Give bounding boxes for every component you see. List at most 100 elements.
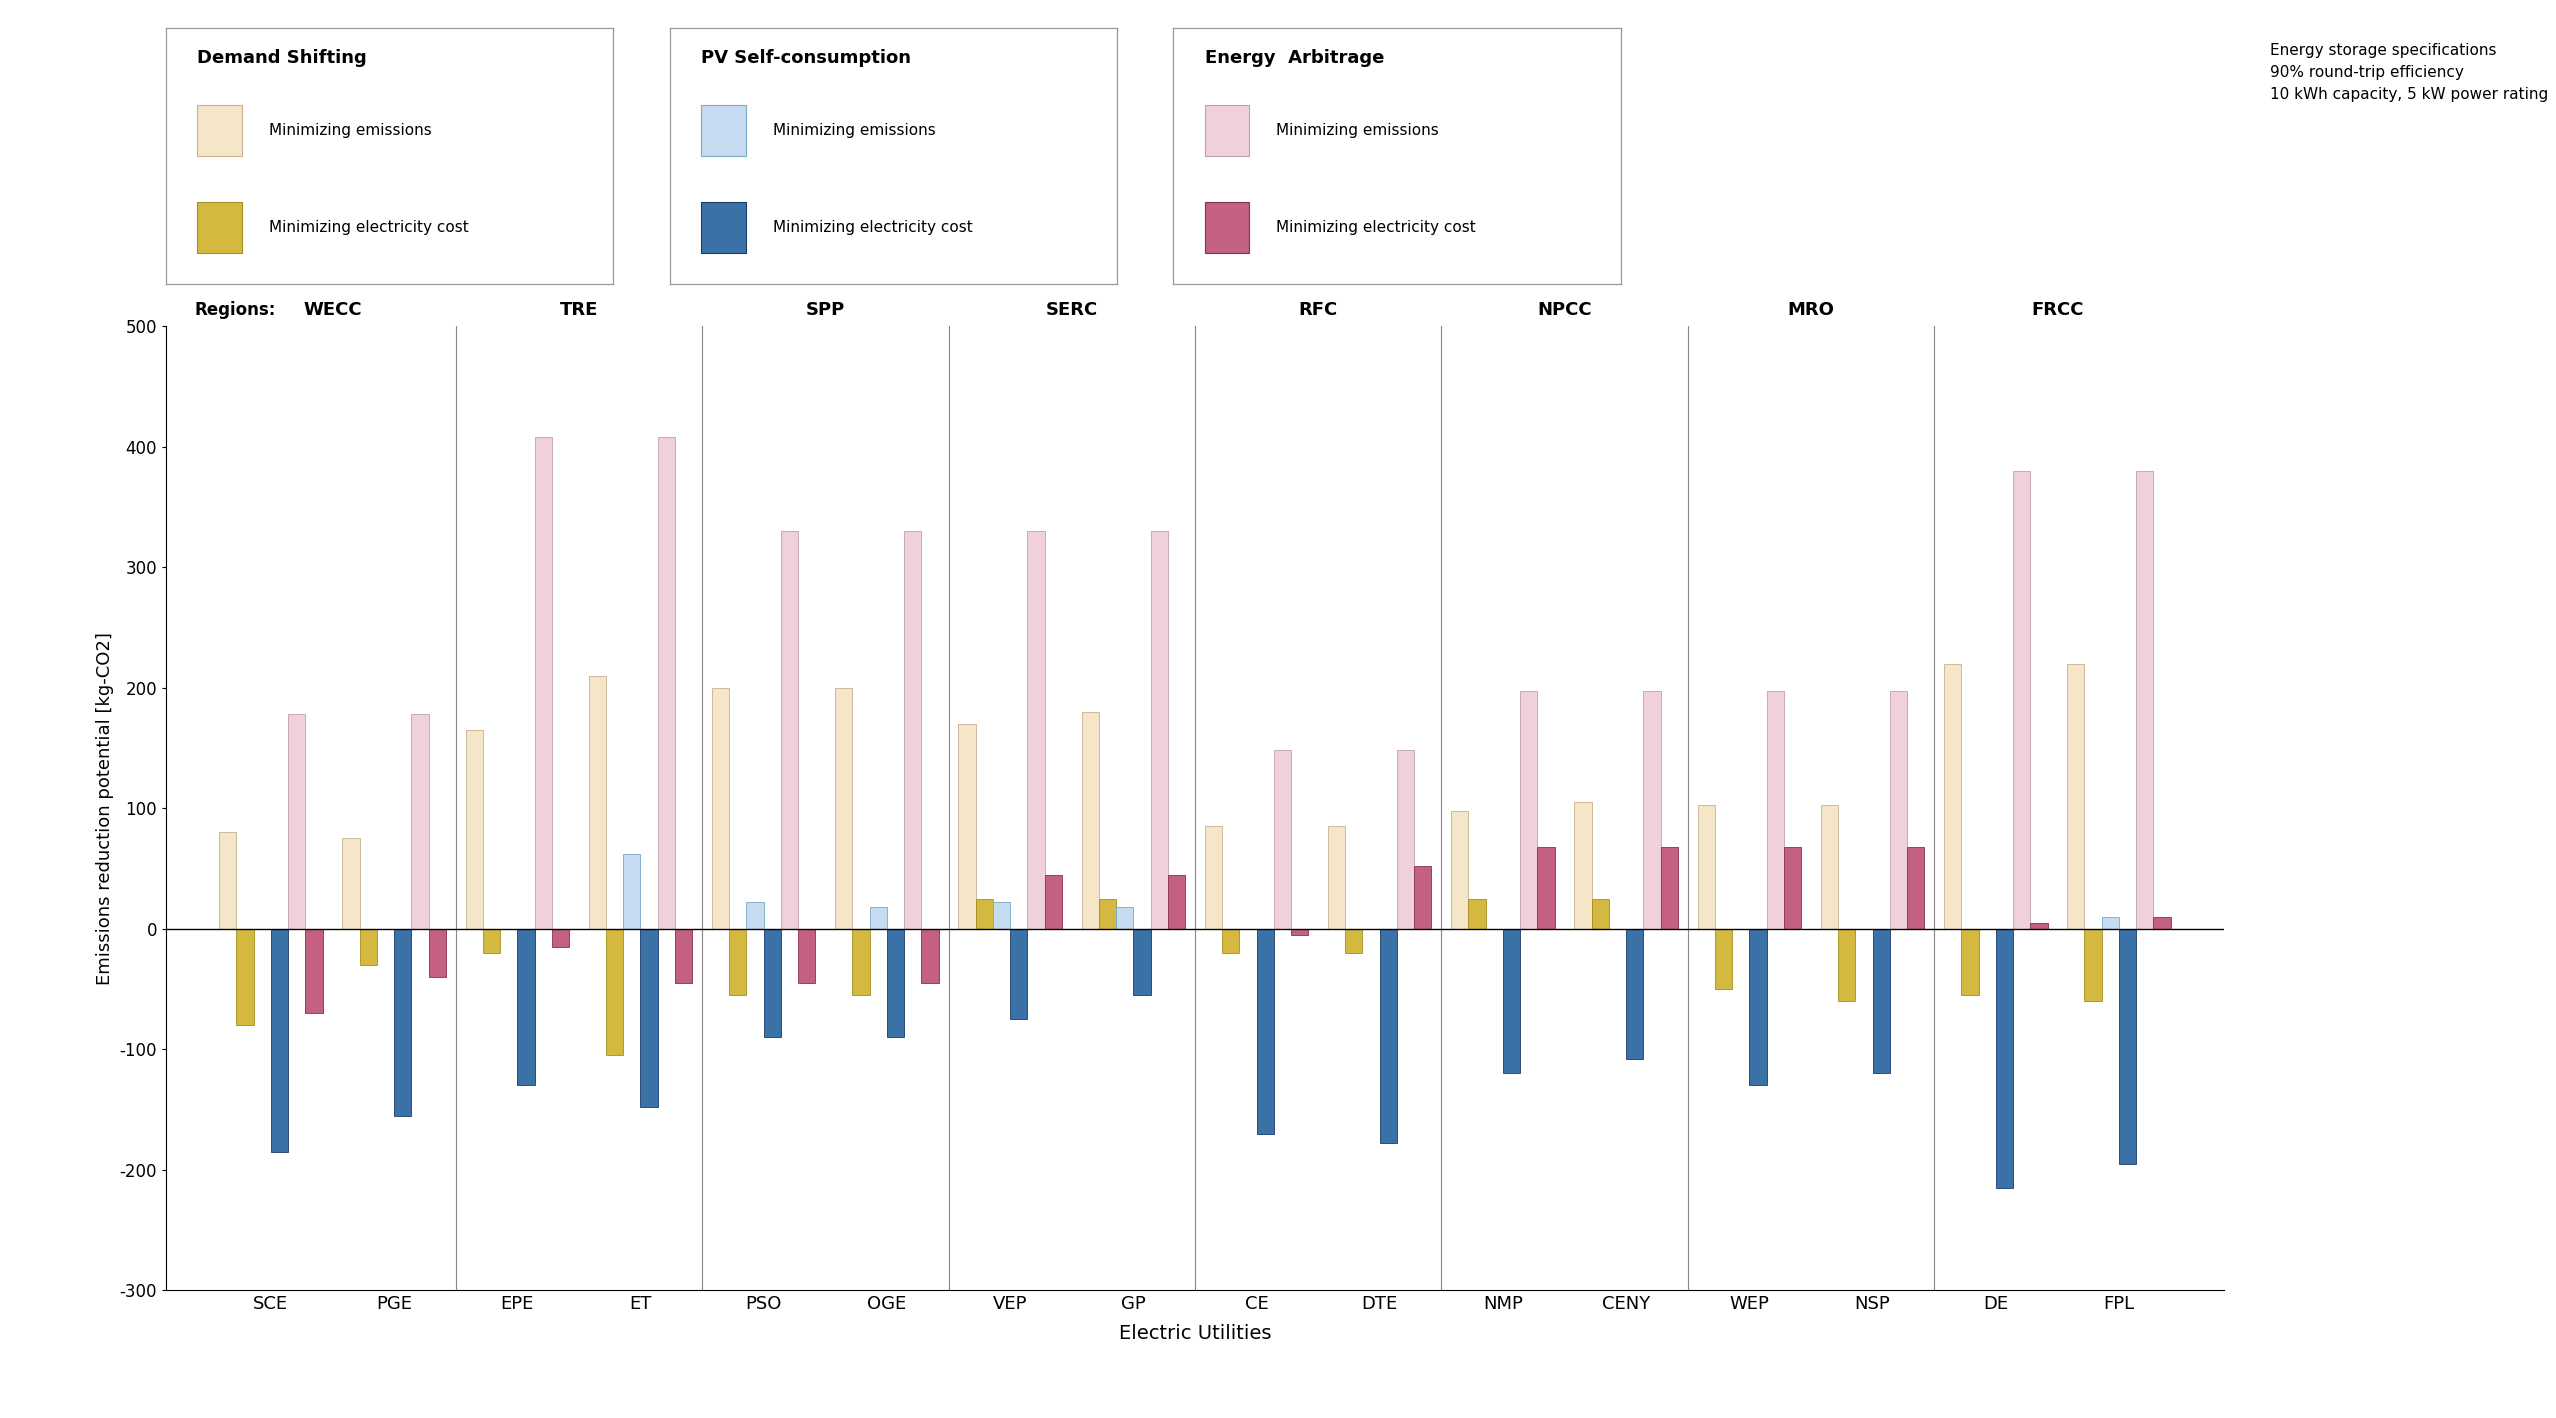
Bar (220, 832, 235, 929)
Bar (1413, 866, 1431, 929)
Bar (1539, 847, 1554, 929)
Bar (552, 929, 570, 947)
FancyBboxPatch shape (197, 201, 243, 252)
Bar (905, 530, 920, 929)
Bar (235, 929, 253, 1025)
FancyBboxPatch shape (1204, 201, 1250, 252)
Bar (869, 908, 887, 929)
Bar (642, 929, 657, 1107)
Bar (958, 723, 976, 929)
Bar (1574, 803, 1592, 929)
Bar (1132, 929, 1150, 995)
Bar (1117, 908, 1132, 929)
Bar (412, 715, 429, 929)
Bar (1661, 847, 1677, 929)
Bar (2101, 916, 2119, 929)
Text: Minimizing electricity cost: Minimizing electricity cost (772, 220, 971, 235)
Bar (2137, 471, 2155, 929)
Text: Minimizing emissions: Minimizing emissions (268, 123, 432, 138)
Text: MRO: MRO (1787, 301, 1835, 319)
Bar (1045, 875, 1061, 929)
Bar (1099, 899, 1117, 929)
Text: Regions:: Regions: (194, 301, 276, 319)
Bar (836, 688, 851, 929)
Bar (429, 929, 445, 977)
Bar (624, 854, 642, 929)
Bar (1028, 530, 1045, 929)
Bar (1329, 827, 1344, 929)
Text: Minimizing electricity cost: Minimizing electricity cost (268, 220, 468, 235)
Bar (271, 929, 289, 1151)
Bar (657, 437, 675, 929)
Text: Minimizing emissions: Minimizing emissions (1275, 123, 1439, 138)
Bar (1945, 664, 1960, 929)
Bar (343, 838, 360, 929)
FancyBboxPatch shape (1204, 105, 1250, 156)
Bar (1258, 929, 1273, 1134)
FancyBboxPatch shape (700, 201, 746, 252)
Text: TRE: TRE (560, 301, 598, 319)
Bar (1697, 804, 1715, 929)
Bar (976, 899, 992, 929)
Bar (1344, 929, 1362, 953)
Bar (992, 902, 1010, 929)
Bar (1521, 692, 1539, 929)
Text: Energy storage specifications
90% round-trip efficiency
10 kWh capacity, 5 kW po: Energy storage specifications 90% round-… (2270, 43, 2548, 102)
Bar (782, 530, 797, 929)
Bar (2029, 923, 2047, 929)
Text: WECC: WECC (304, 301, 363, 319)
Bar (483, 929, 501, 953)
Bar (764, 929, 782, 1038)
Bar (1838, 929, 1856, 1001)
Bar (289, 715, 304, 929)
Bar (1168, 875, 1186, 929)
Bar (1470, 899, 1485, 929)
Bar (534, 437, 552, 929)
Bar (713, 688, 728, 929)
Bar (1960, 929, 1978, 995)
Bar (1452, 811, 1470, 929)
X-axis label: Electric Utilities: Electric Utilities (1120, 1324, 1270, 1343)
FancyBboxPatch shape (700, 105, 746, 156)
Bar (851, 929, 869, 995)
Text: FRCC: FRCC (2032, 301, 2083, 319)
Text: RFC: RFC (1298, 301, 1337, 319)
Text: Minimizing emissions: Minimizing emissions (772, 123, 935, 138)
Bar (606, 929, 624, 1055)
Bar (1820, 804, 1838, 929)
Text: NPCC: NPCC (1536, 301, 1592, 319)
Bar (797, 929, 815, 983)
Bar (2014, 471, 2029, 929)
Bar (1010, 929, 1028, 1020)
Bar (304, 929, 322, 1012)
Bar (588, 675, 606, 929)
Bar (1291, 929, 1309, 934)
Text: SPP: SPP (805, 301, 846, 319)
Bar (1715, 929, 1733, 990)
Text: PV Self-consumption: PV Self-consumption (700, 48, 910, 67)
Text: Minimizing electricity cost: Minimizing electricity cost (1275, 220, 1475, 235)
Bar (1748, 929, 1766, 1086)
Bar (728, 929, 746, 995)
Bar (465, 730, 483, 929)
Bar (1398, 750, 1413, 929)
Bar (1644, 692, 1661, 929)
FancyBboxPatch shape (197, 105, 243, 156)
Bar (360, 929, 376, 964)
Bar (746, 902, 764, 929)
Bar (2155, 916, 2170, 929)
Bar (1204, 827, 1222, 929)
Bar (1996, 929, 2014, 1188)
Text: Energy  Arbitrage: Energy Arbitrage (1204, 48, 1383, 67)
Bar (1626, 929, 1644, 1059)
Bar (1907, 847, 1925, 929)
Bar (920, 929, 938, 983)
Bar (1273, 750, 1291, 929)
Bar (1874, 929, 1889, 1073)
Bar (887, 929, 905, 1038)
Bar (2086, 929, 2101, 1001)
Text: Demand Shifting: Demand Shifting (197, 48, 368, 67)
Text: SERC: SERC (1045, 301, 1099, 319)
Bar (2068, 664, 2086, 929)
Bar (1503, 929, 1521, 1073)
